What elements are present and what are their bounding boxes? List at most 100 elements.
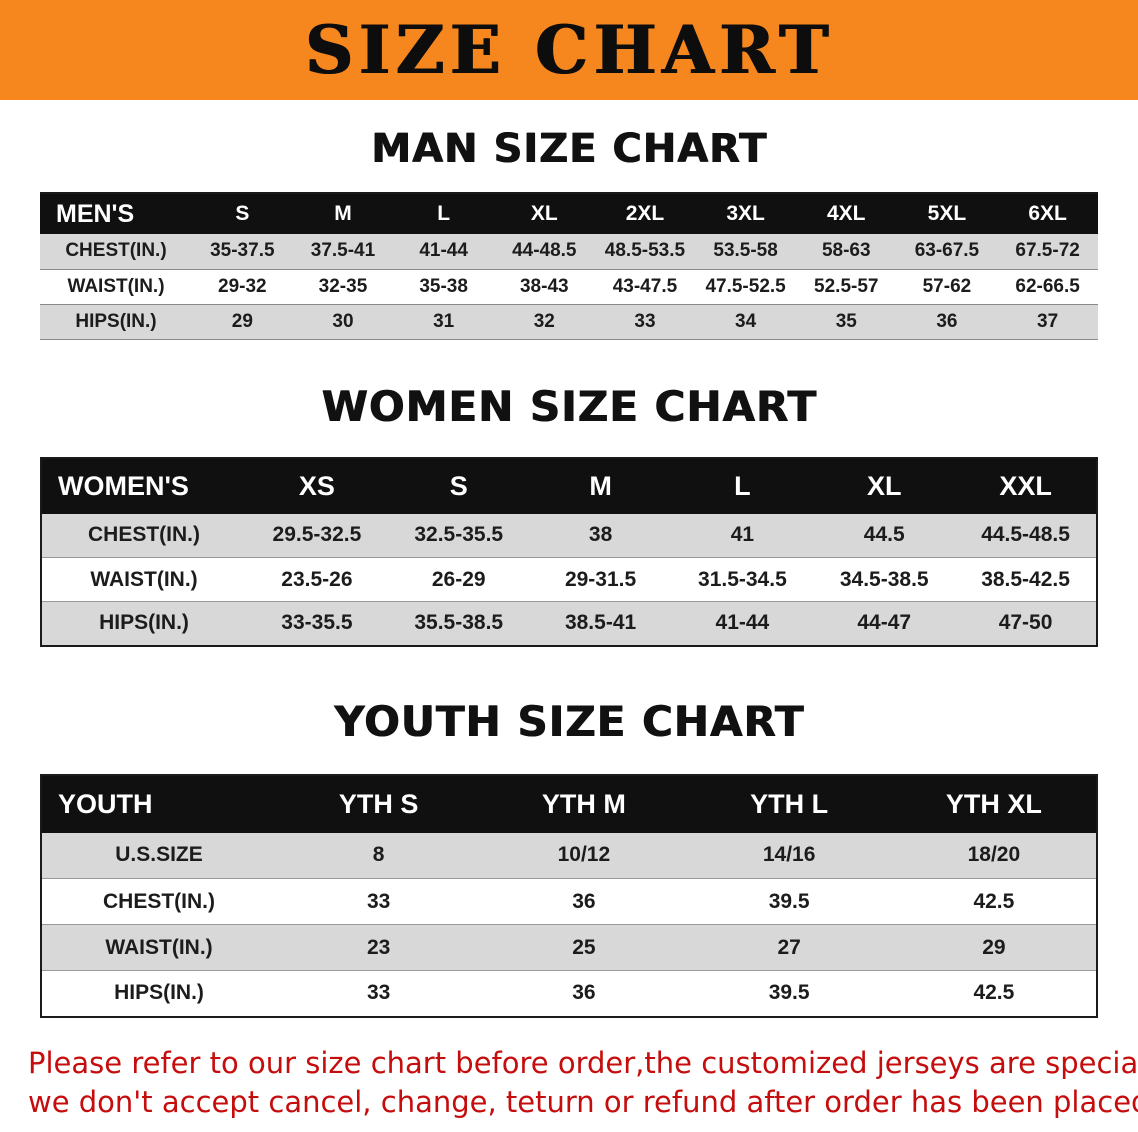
table-title-cell: YOUTH [41,774,276,833]
size-value-cell: 29.5-32.5 [246,513,388,558]
size-value-cell: 26-29 [387,557,530,602]
women-size-chart-heading: WOMEN SIZE CHART [321,381,817,431]
size-column-header: YTH M [481,774,687,833]
size-column-header: S [387,457,530,514]
size-value-cell: 29-31.5 [529,557,672,602]
size-chart-banner: SIZE CHART [0,0,1138,100]
size-value-cell: 52.5-57 [795,269,897,305]
size-column-header: 4XL [795,193,897,234]
men-size-table: MEN'S S M L XL 2XL 3XL 4XL 5XL 6XL CHEST(IN.) 35-37… [40,192,1098,340]
size-column-header: L [393,193,494,234]
table-row: WAIST(IN.) 23 25 27 29 [41,924,1097,971]
size-value-cell: 35-38 [393,269,494,305]
size-value-cell: 39.5 [686,970,892,1017]
size-column-header: 3XL [695,193,796,234]
size-value-cell: 37.5-41 [292,234,394,270]
size-value-cell: 38-43 [493,269,595,305]
table-header-row: YOUTH YTH S YTH M YTH L YTH XL [41,774,1097,833]
row-label-cell: WAIST(IN.) [41,557,246,602]
row-label-cell: HIPS(IN.) [41,970,276,1017]
size-value-cell: 27 [686,924,892,971]
size-value-cell: 42.5 [891,970,1097,1017]
size-value-cell: 39.5 [686,878,892,925]
size-column-header: S [192,193,293,234]
size-value-cell: 41-44 [671,601,814,646]
size-value-cell: 44.5 [813,513,956,558]
size-value-cell: 31 [393,304,494,340]
size-column-header: XXL [955,457,1097,514]
women-size-section: WOMEN SIZE CHART WOMEN'S XS S M L XL XXL CHEST(… [0,382,1138,647]
youth-size-chart-heading: YOUTH SIZE CHART [333,696,805,746]
size-value-cell: 10/12 [481,832,687,879]
table-row: WAIST(IN.) 29-32 32-35 35-38 38-43 43-47.5 47.… [40,269,1098,305]
table-header-row: MEN'S S M L XL 2XL 3XL 4XL 5XL 6XL [40,193,1098,234]
row-label-cell: CHEST(IN.) [40,234,192,270]
size-value-cell: 23.5-26 [246,557,388,602]
size-value-cell: 32 [493,304,595,340]
size-value-cell: 38.5-41 [529,601,672,646]
size-value-cell: 29 [192,304,293,340]
disclaimer-line-1: Please refer to our size chart before or… [28,1045,1138,1080]
size-value-cell: 42.5 [891,878,1097,925]
size-value-cell: 33 [594,304,696,340]
table-row: WAIST(IN.) 23.5-26 26-29 29-31.5 31.5-34.5 34… [41,557,1097,602]
size-value-cell: 36 [896,304,998,340]
size-column-header: 2XL [594,193,696,234]
size-column-header: 6XL [997,193,1098,234]
size-value-cell: 33 [276,970,482,1017]
size-value-cell: 34 [695,304,796,340]
table-title-cell: MEN'S [40,193,192,234]
table-header-row: WOMEN'S XS S M L XL XXL [41,457,1097,514]
row-label-cell: CHEST(IN.) [41,878,276,925]
table-row: HIPS(IN.) 29 30 31 32 33 34 35 36 37 [40,304,1098,340]
row-label-cell: U.S.SIZE [41,832,276,879]
table-title-cell: WOMEN'S [41,457,246,514]
size-column-header: L [671,457,814,514]
size-value-cell: 8 [276,832,482,879]
size-value-cell: 35.5-38.5 [387,601,530,646]
size-value-cell: 43-47.5 [594,269,696,305]
size-value-cell: 35-37.5 [192,234,293,270]
table-row: HIPS(IN.) 33-35.5 35.5-38.5 38.5-41 41-44 44-… [41,601,1097,646]
row-label-cell: HIPS(IN.) [41,601,246,646]
disclaimer: Please refer to our size chart before or… [0,1044,1138,1122]
youth-size-section: YOUTH SIZE CHART YOUTH YTH S YTH M YTH L YTH… [0,697,1138,1018]
size-value-cell: 58-63 [795,234,897,270]
size-value-cell: 36 [481,970,687,1017]
size-value-cell: 30 [292,304,394,340]
size-value-cell: 32-35 [292,269,394,305]
size-value-cell: 37 [997,304,1098,340]
size-value-cell: 44-47 [813,601,956,646]
table-row: CHEST(IN.) 33 36 39.5 42.5 [41,878,1097,925]
women-size-table: WOMEN'S XS S M L XL XXL CHEST(IN.) 29.5-32.5 32.5… [40,456,1098,647]
size-value-cell: 47-50 [955,601,1097,646]
size-column-header: M [292,193,394,234]
man-size-section: MAN SIZE CHART MEN'S S M L XL 2XL 3XL 4XL 5XL 6XL… [0,126,1138,340]
table-row: HIPS(IN.) 33 36 39.5 42.5 [41,970,1097,1017]
size-value-cell: 14/16 [686,832,892,879]
size-value-cell: 29 [891,924,1097,971]
size-value-cell: 31.5-34.5 [671,557,814,602]
size-value-cell: 53.5-58 [695,234,796,270]
size-value-cell: 47.5-52.5 [695,269,796,305]
size-value-cell: 48.5-53.5 [594,234,696,270]
size-value-cell: 25 [481,924,687,971]
size-value-cell: 18/20 [891,832,1097,879]
row-label-cell: WAIST(IN.) [41,924,276,971]
row-label-cell: CHEST(IN.) [41,513,246,558]
size-column-header: YTH L [686,774,892,833]
size-value-cell: 32.5-35.5 [387,513,530,558]
size-value-cell: 29-32 [192,269,293,305]
size-value-cell: 35 [795,304,897,340]
size-value-cell: 44-48.5 [493,234,595,270]
table-row: U.S.SIZE 8 10/12 14/16 18/20 [41,832,1097,879]
size-column-header: YTH S [276,774,482,833]
man-size-chart-heading: MAN SIZE CHART [370,126,768,172]
table-row: CHEST(IN.) 29.5-32.5 32.5-35.5 38 41 44.5 44.5… [41,513,1097,558]
size-column-header: 5XL [896,193,998,234]
row-label-cell: HIPS(IN.) [40,304,192,340]
youth-size-table: YOUTH YTH S YTH M YTH L YTH XL U.S.SIZE 8 10/12… [40,773,1098,1018]
size-value-cell: 44.5-48.5 [955,513,1097,558]
size-value-cell: 63-67.5 [896,234,998,270]
